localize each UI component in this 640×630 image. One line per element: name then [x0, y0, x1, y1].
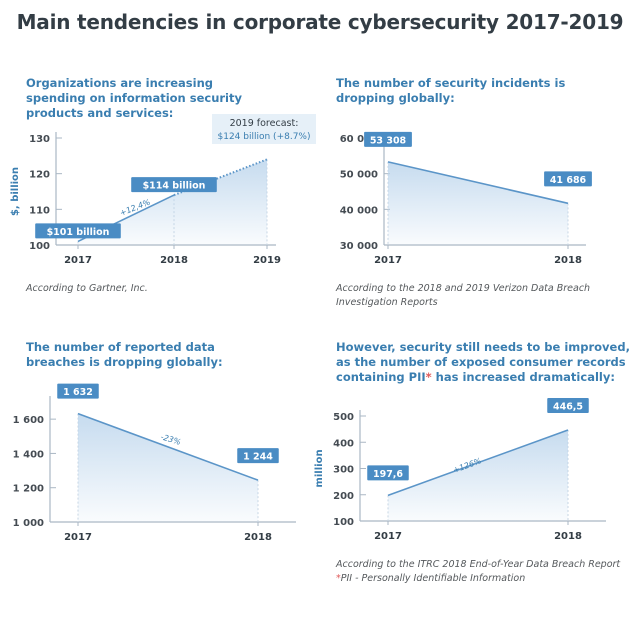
source-records: According to the ITRC 2018 End-of-Year D…	[336, 558, 636, 586]
area-fill	[388, 161, 568, 245]
y-tick-label: 40 000	[340, 205, 378, 216]
y-tick-label: 300	[333, 465, 354, 476]
data-line	[77, 412, 259, 481]
source-spending: According to Gartner, Inc.	[26, 283, 148, 294]
point-label-2017-bg	[367, 465, 409, 481]
y-tick-label: 30 000	[340, 241, 378, 252]
y-tick-label: 130	[29, 134, 50, 145]
y-axis-label: $, billion	[10, 167, 21, 216]
forecast-line	[173, 158, 268, 197]
pii-asterisk: *	[425, 370, 432, 384]
point-label-2017-bg	[364, 131, 412, 147]
point-label-2017-bg	[35, 223, 121, 239]
x-tick-label: 2017	[374, 255, 402, 266]
area-fill	[388, 430, 568, 521]
x-tick-label: 2017	[64, 255, 92, 266]
point-label-2018: 446,5	[553, 402, 583, 413]
x-tick-label: 2017	[64, 532, 92, 543]
panel-spending: Organizations are increasing spending on…	[10, 76, 326, 366]
chart-title-records-line3: containing PII* has increased dramatical…	[336, 370, 636, 385]
chart-title-records-line3c: has increased dramatically:	[431, 370, 615, 384]
point-label-2017: 53 308	[370, 135, 407, 146]
point-label-2018-bg	[237, 448, 279, 464]
source-records-line1: According to the ITRC 2018 End-of-Year D…	[336, 559, 621, 570]
x-tick-label: 2018	[554, 255, 582, 266]
point-label-2018-bg	[131, 177, 217, 193]
y-tick-label: 1 600	[13, 415, 44, 426]
y-tick-label: 110	[29, 205, 50, 216]
y-tick-label: 50 000	[340, 170, 378, 181]
x-tick-label: 2018	[160, 255, 188, 266]
forecast-label-line2: $124 billion (+8.7%)	[218, 132, 311, 142]
chart-title-records-line1: However, security still needs to be impr…	[336, 340, 630, 354]
chart-title-breaches: The number of reported data breaches is …	[26, 340, 223, 369]
footnote-asterisk: *	[336, 573, 341, 584]
point-label-2017-bg	[57, 383, 99, 399]
y-tick-label: 1 000	[13, 518, 44, 529]
panel-breaches: The number of reported data breaches is …	[13, 340, 326, 630]
panel-incidents: The number of security incidents is drop…	[336, 76, 636, 366]
x-tick-label: 2018	[554, 531, 582, 542]
point-label-2018: $114 billion	[143, 181, 206, 192]
area-fill	[78, 413, 258, 522]
y-tick-label: 1 400	[13, 449, 44, 460]
y-tick-label: 1 200	[13, 484, 44, 495]
area-fill	[78, 159, 267, 245]
y-tick-label: 100	[29, 241, 50, 252]
point-label-2018: 1 244	[243, 452, 273, 463]
source-incidents: According to the 2018 and 2019 Verizon D…	[336, 283, 591, 308]
point-label-2017: $101 billion	[47, 227, 110, 238]
footnote-text: PII - Personally Identifiable Informatio…	[340, 573, 526, 584]
chart-title-records: However, security still needs to be impr…	[336, 340, 636, 385]
chart-title-records-line3a: containing PII	[336, 370, 426, 384]
forecast-box	[212, 114, 316, 144]
data-line	[387, 161, 569, 205]
source-records-line2: *PII - Personally Identifiable Informati…	[336, 572, 636, 586]
chart-title-records-line2: as the number of exposed consumer record…	[336, 355, 626, 369]
y-tick-label: 120	[29, 170, 50, 181]
data-line	[387, 429, 569, 497]
x-tick-label: 2019	[253, 255, 281, 266]
chart-incidents: 30 000 40 000 50 000 60 000 2017 2018 53 308 41…	[340, 131, 592, 266]
point-label-2018-bg	[547, 398, 589, 414]
chart-title-spending: Organizations are increasing spending on…	[26, 76, 242, 120]
chart-records: 100 200 300 400 500 2017 2018 million 197,6 446,5…	[314, 398, 606, 542]
point-label-2017: 197,6	[373, 469, 403, 480]
x-tick-label: 2017	[374, 531, 402, 542]
chart-spending: 100 110 120 130 2017 2018 2019 $, billion $101 b…	[10, 114, 316, 266]
chart-title-incidents: The number of security incidents is drop…	[336, 76, 566, 105]
panel-records: However, security still needs to be impr…	[314, 340, 636, 630]
forecast-label-line1: 2019 forecast:	[230, 118, 299, 129]
page-title: Main tendencies in corporate cybersecuri…	[16, 10, 624, 34]
point-label-2018-bg	[544, 171, 592, 187]
y-tick-label: 200	[333, 491, 354, 502]
y-tick-label: 400	[333, 438, 354, 449]
x-tick-label: 2018	[244, 532, 272, 543]
y-tick-label: 60 000	[340, 134, 378, 145]
y-tick-label: 500	[333, 412, 354, 423]
point-label-2018: 41 686	[550, 175, 587, 186]
y-axis-label: million	[314, 449, 325, 487]
point-label-2017: 1 632	[63, 387, 93, 398]
y-tick-label: 100	[333, 517, 354, 528]
